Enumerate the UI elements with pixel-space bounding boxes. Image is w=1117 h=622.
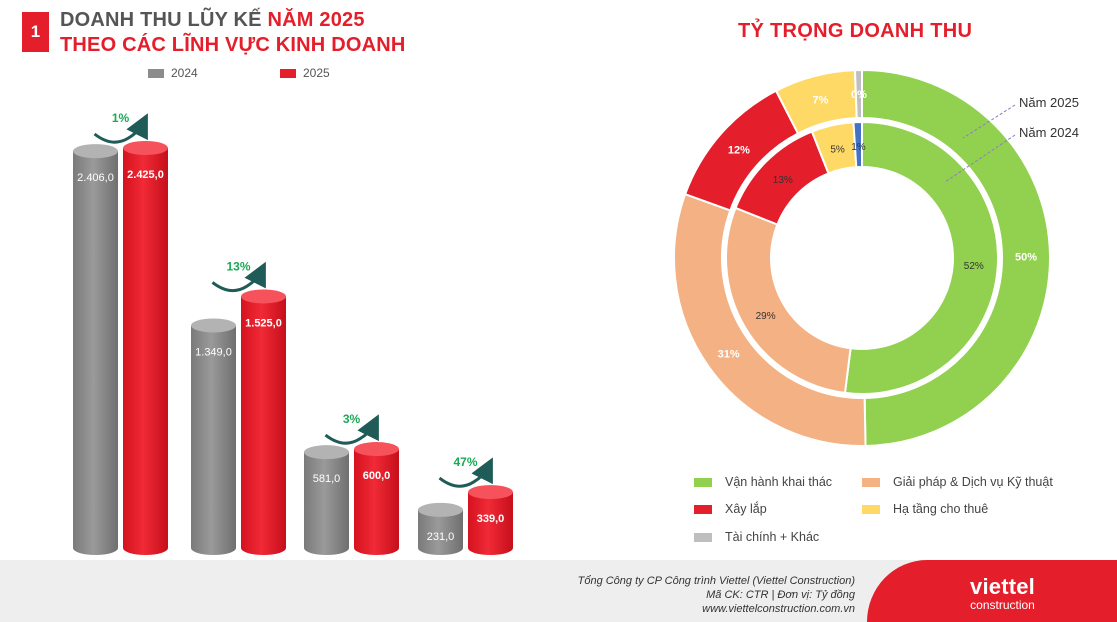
- growth-percent-label: 47%: [453, 455, 477, 469]
- footer-line3[interactable]: www.viettelconstruction.com.vn: [702, 603, 855, 615]
- footer-logo-panel: viettel construction: [867, 560, 1117, 622]
- bar-2025-2: 600,0: [354, 442, 399, 556]
- legend-item-2024: 2024: [148, 66, 280, 80]
- donut-legend-label: Vận hành khai thác: [725, 475, 833, 489]
- legend-swatch-2025: [280, 68, 296, 78]
- donut-legend-label: Tài chính + Khác: [725, 530, 820, 544]
- donut-slice-inner-4: [852, 120, 863, 169]
- donut-legend-label: Xây lắp: [725, 502, 767, 516]
- donut-chart: 50% 31% 12% 7% 0% 52% 29% 13% 5% 1%: [673, 68, 1051, 447]
- donut-legend-item-van-hanh: Vận hành khai thác: [694, 475, 832, 489]
- footer-bar: Tổng Công ty CP Công trình Viettel (Viet…: [0, 560, 1117, 622]
- donut-legend-label: Giải pháp & Dịch vụ Kỹ thuật: [893, 475, 1053, 489]
- bar-2024-0: 2.406,0: [73, 144, 118, 555]
- footer-company-info: Tổng Công ty CP Công trình Viettel (Viet…: [578, 574, 855, 616]
- donut-legend-swatch: [694, 477, 712, 487]
- donut-label-outer: 0%: [851, 89, 867, 101]
- bar-value-label: 1.525,0: [245, 317, 282, 329]
- bar-body: [241, 296, 286, 556]
- donut-legend-swatch: [694, 532, 712, 542]
- bar-body: [418, 509, 463, 556]
- donut-label-outer: 50%: [1015, 251, 1037, 263]
- annotation-leader-2024: [944, 134, 1016, 183]
- donut-label-inner: 1%: [851, 142, 866, 153]
- bar-cap: [73, 144, 118, 159]
- growth-arrow-icon: [211, 261, 266, 293]
- logo-text-construction: construction: [970, 598, 1035, 612]
- bar-body: [354, 449, 399, 556]
- logo-text-viettel: viettel: [970, 574, 1035, 599]
- bar-body: [191, 325, 236, 556]
- donut-label-inner: 5%: [830, 145, 845, 156]
- bar-2025-1: 1.525,0: [241, 289, 286, 556]
- bar-2024-3: 231,0: [418, 502, 463, 556]
- growth-arrow-icon: [324, 414, 379, 445]
- donut-slice-outer-4: [853, 68, 863, 120]
- growth-arrow-icon: [438, 457, 493, 488]
- bar-value-label: 339,0: [477, 513, 505, 525]
- bar-cap: [241, 289, 286, 304]
- bar-body: [304, 452, 349, 556]
- growth-percent-label: 3%: [343, 412, 361, 426]
- donut-legend-label: Hạ tầng cho thuê: [893, 502, 989, 516]
- donut-label-outer: 31%: [718, 348, 740, 360]
- title-line1-dark: DOANH THU LŨY KẾ: [60, 9, 268, 31]
- viettel-construction-logo: viettel construction: [970, 574, 1035, 613]
- bar-2025-0: 2.425,0: [123, 141, 168, 556]
- title-line1-red: NĂM 2025: [267, 9, 365, 31]
- donut-legend-item-xay-lap: Xây lắp: [694, 502, 767, 516]
- bar-body: [123, 148, 168, 556]
- bar-2024-1: 1.349,0: [191, 318, 236, 556]
- donut-legend-item-ha-tang: Hạ tầng cho thuê: [862, 502, 988, 516]
- donut-slice-inner-0: [843, 120, 999, 395]
- footer-line1: Tổng Công ty CP Công trình Viettel (Viet…: [577, 575, 855, 587]
- bar-cap: [418, 502, 463, 517]
- legend-label-2024: 2024: [171, 66, 198, 80]
- page-title: DOANH THU LŨY KẾ NĂM 2025 THEO CÁC LĨNH …: [60, 8, 406, 58]
- bar-value-label: 581,0: [313, 473, 341, 485]
- bar-value-label: 231,0: [427, 531, 455, 543]
- bar-2024-2: 581,0: [304, 445, 349, 556]
- donut-legend-swatch: [862, 504, 880, 514]
- bar-cap: [304, 445, 349, 460]
- donut-legend-item-giai-phap: Giải pháp & Dịch vụ Kỹ thuật: [862, 475, 1053, 489]
- bar-2025-3: 339,0: [468, 485, 513, 556]
- donut-slice-inner-1: [725, 206, 852, 395]
- bar-body: [468, 492, 513, 556]
- bar-chart: 2.406,0 2.425,0 1% 1.349,0 1.525,0 13% 581,0 60…: [73, 111, 513, 556]
- bar-cap: [468, 485, 513, 500]
- section-number-badge: 1: [22, 12, 49, 52]
- footer-line2: Mã CK: CTR | Đơn vị: Tỷ đồng: [706, 589, 855, 601]
- donut-legend-swatch: [862, 477, 880, 487]
- bar-body: [73, 151, 118, 555]
- donut-legend-item-tai-chinh: Tài chính + Khác: [694, 530, 819, 544]
- donut-label-inner: 29%: [756, 311, 776, 322]
- bar-chart-legend: 2024 2025: [148, 66, 412, 80]
- bar-cap: [123, 141, 168, 155]
- bar-cap: [191, 318, 236, 333]
- legend-label-2025: 2025: [303, 66, 330, 80]
- donut-label-outer: 12%: [728, 145, 750, 157]
- growth-percent-label: 13%: [226, 259, 250, 273]
- annotation-leader-2025: [962, 104, 1016, 139]
- growth-percent-label: 1%: [112, 111, 130, 125]
- donut-label-inner: 13%: [773, 175, 793, 186]
- annotation-nam-2025: Năm 2025: [1019, 95, 1079, 110]
- growth-arrow-icon: [93, 113, 148, 144]
- donut-label-outer: 7%: [813, 94, 829, 106]
- bar-value-label: 2.406,0: [77, 172, 114, 184]
- donut-slice-outer-0: [861, 68, 1051, 447]
- donut-label-inner: 52%: [964, 261, 984, 272]
- title-line2: THEO CÁC LĨNH VỰC KINH DOANH: [60, 34, 406, 56]
- bar-value-label: 600,0: [363, 470, 391, 482]
- donut-chart-title: TỶ TRỌNG DOANH THU: [738, 20, 973, 42]
- bar-value-label: 1.349,0: [195, 346, 232, 358]
- legend-swatch-2024: [148, 68, 164, 78]
- bar-value-label: 2.425,0: [127, 169, 164, 181]
- annotation-nam-2024: Năm 2024: [1019, 125, 1079, 140]
- legend-item-2025: 2025: [280, 66, 412, 80]
- donut-legend-swatch: [694, 504, 712, 514]
- bar-cap: [354, 442, 399, 457]
